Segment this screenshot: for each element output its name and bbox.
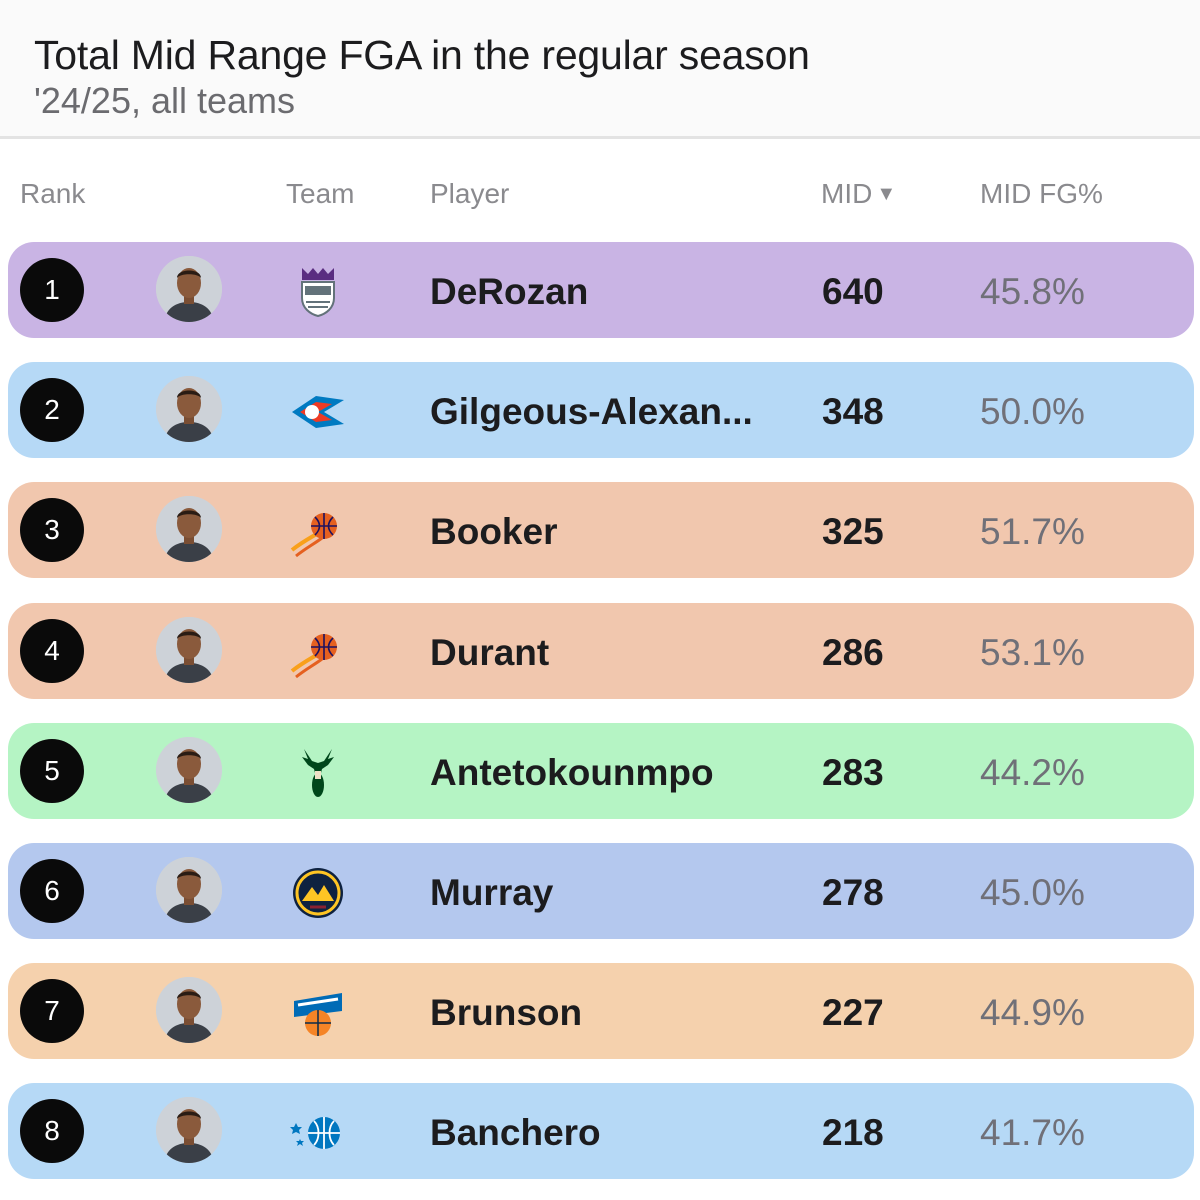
bucks-logo (288, 743, 348, 803)
mid-value: 283 (822, 751, 884, 793)
header: Total Mid Range FGA in the regular seaso… (0, 0, 1200, 139)
player-avatar (156, 616, 222, 683)
page-title: Total Mid Range FGA in the regular seaso… (34, 32, 810, 78)
mid-value: 325 (822, 511, 884, 553)
rank-badge: 2 (20, 378, 84, 443)
column-header-mid[interactable]: MID ▼ (821, 178, 896, 210)
mid-value: 640 (822, 271, 884, 312)
rank-badge: 4 (20, 618, 84, 683)
table-row[interactable]: 3 Booker 325 51.7% (8, 482, 1194, 579)
mid-fg-value: 45.0% (980, 872, 1085, 913)
magic-logo (288, 1103, 348, 1163)
player-name[interactable]: DeRozan (430, 271, 589, 312)
table-row[interactable]: 2 Gilgeous-Alexan... 348 50.0% (8, 362, 1194, 459)
mid-value: 348 (822, 391, 884, 433)
column-header-rank[interactable]: Rank (20, 178, 86, 209)
mid-fg-value: 51.7% (980, 511, 1085, 553)
mid-fg-value: 44.9% (980, 992, 1085, 1034)
player-name[interactable]: Durant (430, 631, 550, 673)
table-row[interactable]: 4 Durant 286 53.1% (8, 602, 1194, 699)
mid-value: 286 (822, 631, 884, 673)
suns-logo (288, 502, 348, 562)
rank-badge: 8 (20, 1099, 84, 1164)
table-row[interactable]: 7 Brunson 227 44.9% (8, 963, 1194, 1060)
table-row[interactable]: 8 Banchero 218 41.7% (8, 1083, 1194, 1180)
player-name[interactable]: Banchero (430, 1112, 601, 1154)
player-avatar (156, 496, 222, 563)
mid-fg-value: 53.1% (980, 631, 1085, 673)
player-avatar (156, 857, 222, 923)
thunder-logo (288, 382, 348, 442)
player-avatar (156, 1097, 222, 1164)
player-name[interactable]: Murray (430, 872, 554, 913)
knicks-logo (288, 983, 348, 1043)
player-name[interactable]: Booker (430, 511, 558, 553)
mid-fg-value: 45.8% (980, 271, 1085, 312)
rank-badge: 7 (20, 979, 84, 1044)
player-name[interactable]: Antetokounmpo (430, 751, 714, 793)
rank-badge: 6 (20, 859, 84, 923)
rank-badge: 3 (20, 498, 84, 563)
player-name[interactable]: Gilgeous-Alexan... (430, 391, 753, 433)
page-subtitle: '24/25, all teams (34, 80, 296, 121)
sort-descending-icon: ▼ (876, 183, 897, 205)
kings-logo (288, 262, 348, 322)
mid-value: 227 (822, 992, 884, 1034)
mid-value: 218 (822, 1112, 884, 1154)
player-avatar (156, 977, 222, 1044)
mid-value: 278 (822, 872, 884, 913)
player-avatar (156, 376, 222, 443)
column-header-mid-label: MID (821, 178, 873, 209)
mid-fg-value: 50.0% (980, 391, 1085, 433)
player-avatar (156, 736, 222, 803)
suns-logo (288, 623, 348, 683)
column-header-mid-fg[interactable]: MID FG% (980, 178, 1103, 209)
rank-badge: 5 (20, 738, 84, 803)
mid-fg-value: 44.2% (980, 751, 1085, 793)
column-header-team[interactable]: Team (286, 178, 355, 209)
nuggets-logo (288, 863, 348, 923)
player-avatar (156, 256, 222, 322)
table-row[interactable]: 6 Murray 278 45.0% (8, 843, 1194, 939)
table-row[interactable]: 5 Antetokounmpo 283 44.2% (8, 722, 1194, 819)
column-header-player[interactable]: Player (430, 178, 510, 209)
mid-fg-value: 41.7% (980, 1112, 1085, 1154)
player-name[interactable]: Brunson (430, 992, 583, 1034)
table-row[interactable]: 1 DeRozan 640 45.8% (8, 242, 1194, 338)
rank-badge: 1 (20, 258, 84, 322)
